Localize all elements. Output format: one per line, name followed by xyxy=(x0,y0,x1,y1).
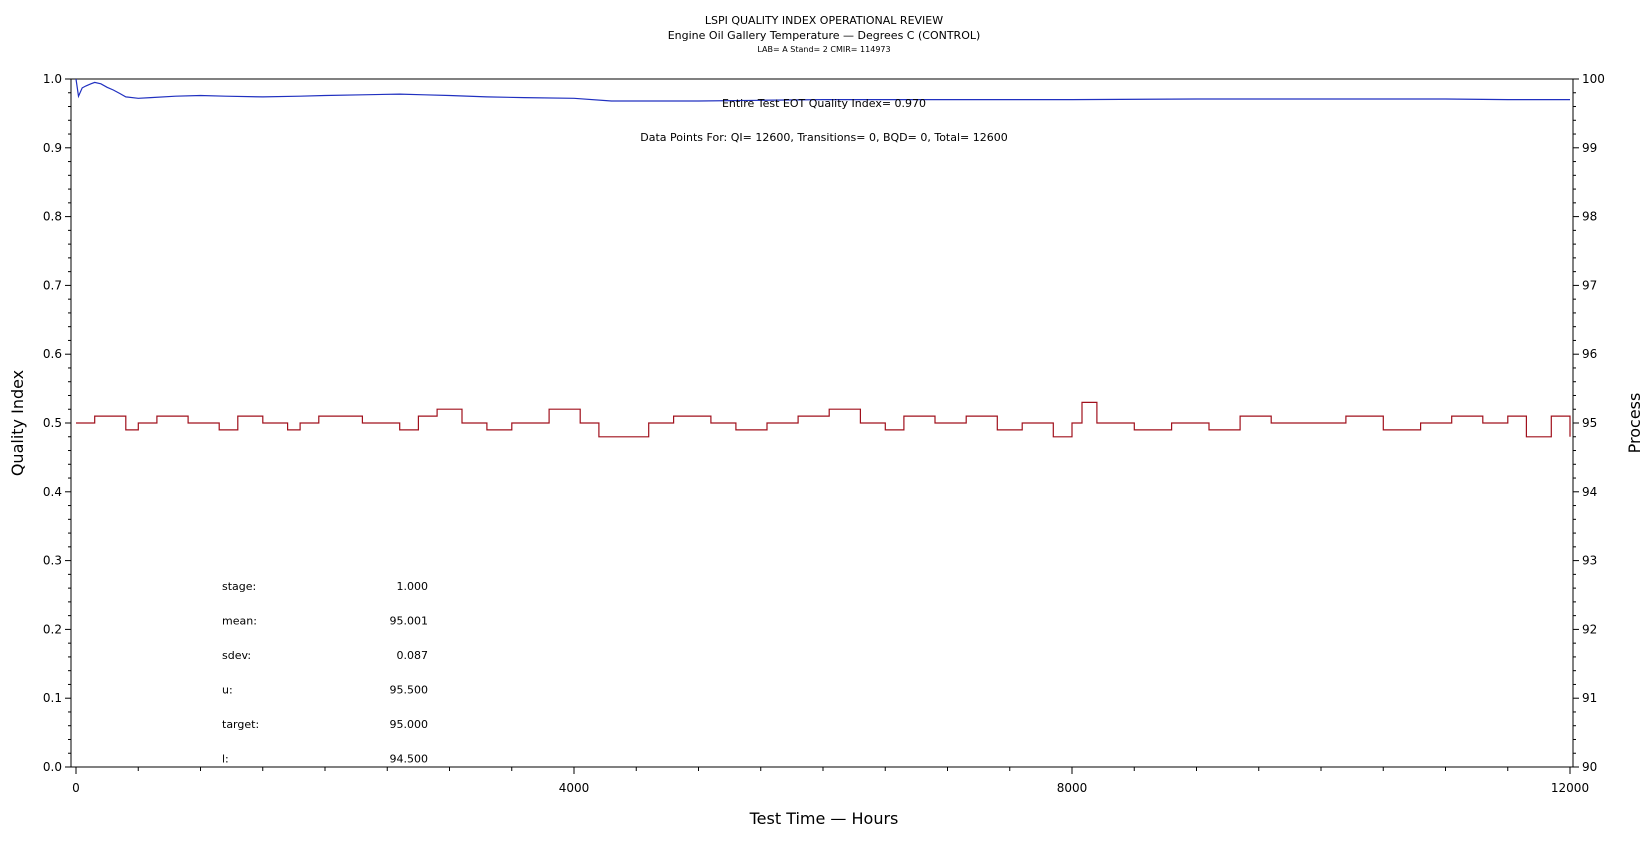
y-right-tick-label: 92 xyxy=(1582,622,1597,636)
y-right-tick-label: 93 xyxy=(1582,554,1597,568)
y-right-tick-label: 91 xyxy=(1582,691,1597,705)
y-right-tick-label: 96 xyxy=(1582,347,1597,361)
y-right-tick-label: 94 xyxy=(1582,485,1597,499)
chart-subtitle: Engine Oil Gallery Temperature — Degrees… xyxy=(668,29,981,42)
axis-ticks: 0 4000 8000 12000 0.0 0.1 0.2 0.3 0.4 0.5 0.6 0.7 0.… xyxy=(43,72,1605,795)
stat-value: 95.001 xyxy=(390,615,429,628)
x-tick-label: 8000 xyxy=(1057,781,1088,795)
y-right-tick-label: 99 xyxy=(1582,141,1597,155)
y-left-tick-label: 0.0 xyxy=(43,760,62,774)
data-points-annotation: Data Points For: QI= 12600, Transitions=… xyxy=(640,131,1008,144)
chart-title: LSPI QUALITY INDEX OPERATIONAL REVIEW xyxy=(705,14,943,27)
stat-label: u: xyxy=(222,684,233,697)
stat-value: 95.500 xyxy=(390,684,429,697)
y-left-tick-label: 1.0 xyxy=(43,72,62,86)
stat-value: 95.000 xyxy=(390,718,429,731)
series-lines xyxy=(75,78,1571,438)
stat-label: stage: xyxy=(222,580,256,593)
stat-value: 1.000 xyxy=(397,580,429,593)
stat-value: 0.087 xyxy=(397,649,429,662)
stat-value: 94.500 xyxy=(390,753,429,766)
x-tick-label: 12000 xyxy=(1551,781,1589,795)
stat-label: l: xyxy=(222,753,229,766)
qi-annotation: Entire Test EOT Quality Index= 0.970 xyxy=(722,97,926,110)
x-axis-label: Test Time — Hours xyxy=(749,809,899,828)
y-right-tick-label: 98 xyxy=(1582,210,1597,224)
x-tick-label: 4000 xyxy=(559,781,590,795)
y-right-tick-label: 90 xyxy=(1582,760,1597,774)
y-left-tick-label: 0.3 xyxy=(43,554,62,568)
process-line xyxy=(76,401,1571,438)
stat-label: mean: xyxy=(222,615,257,628)
y-left-tick-label: 0.4 xyxy=(43,485,62,499)
y-right-tick-label: 100 xyxy=(1582,72,1605,86)
y-axis-label-left: Quality Index xyxy=(8,370,27,476)
y-left-tick-label: 0.8 xyxy=(43,210,62,224)
y-left-tick-label: 0.7 xyxy=(43,278,62,292)
plot-frame xyxy=(70,78,1574,768)
chart-subtitle-lab: LAB= A Stand= 2 CMIR= 114973 xyxy=(757,45,890,54)
y-right-tick-label: 97 xyxy=(1582,278,1597,292)
y-left-tick-label: 0.6 xyxy=(43,347,62,361)
x-tick-label: 0 xyxy=(72,781,80,795)
stat-label: target: xyxy=(222,718,259,731)
y-left-tick-label: 0.2 xyxy=(43,622,62,636)
y-left-tick-label: 0.5 xyxy=(43,416,62,430)
stat-label: sdev: xyxy=(222,649,251,662)
stats-block: stage: 1.000 mean: 95.001 sdev: 0.087 u: 95.500… xyxy=(222,580,428,766)
y-right-tick-label: 95 xyxy=(1582,416,1597,430)
quality-index-line xyxy=(75,78,1570,102)
y-axis-label-right: Process xyxy=(1625,393,1644,454)
y-left-tick-label: 0.1 xyxy=(43,691,62,705)
y-left-tick-label: 0.9 xyxy=(43,141,62,155)
